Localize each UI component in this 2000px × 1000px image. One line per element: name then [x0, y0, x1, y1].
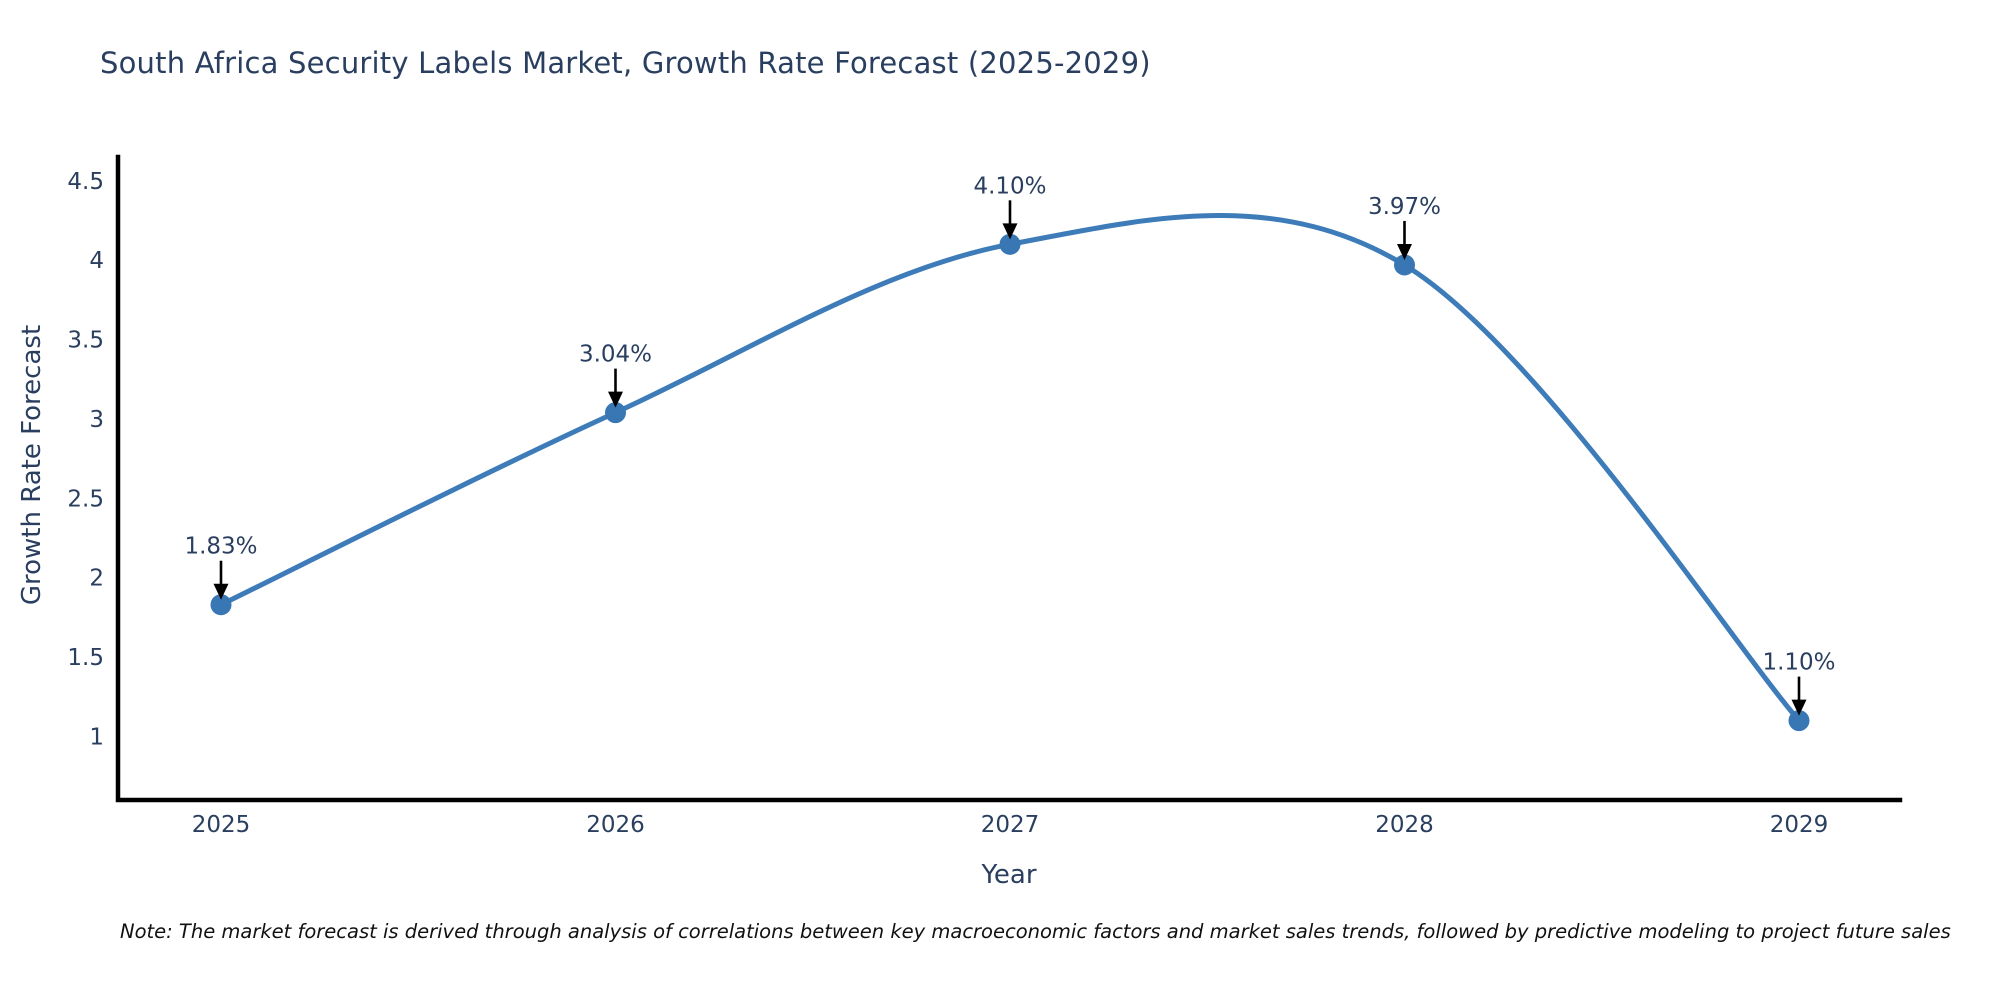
- y-tick-label: 2.5: [67, 486, 104, 512]
- annotation-arrowhead-icon: [1002, 223, 1018, 240]
- series-layer: [210, 212, 1810, 732]
- annotation-arrowhead-icon: [213, 583, 229, 600]
- footnote: Note: The market forecast is derived thr…: [120, 920, 1951, 943]
- x-tick-label: 2026: [586, 812, 645, 838]
- data-point-label: 3.04%: [579, 342, 652, 368]
- x-axis-title: Year: [981, 860, 1037, 890]
- chart-title: South Africa Security Labels Market, Gro…: [100, 46, 1151, 80]
- annotation-arrowhead-icon: [1397, 243, 1412, 260]
- data-point-marker: [1394, 254, 1415, 276]
- data-point-marker: [1788, 710, 1810, 732]
- x-tick-label: 2027: [981, 812, 1040, 838]
- y-tick-label: 1.5: [67, 645, 104, 671]
- axis-lines: [115, 154, 1903, 803]
- y-tick-label: 3.5: [67, 328, 104, 354]
- data-point-marker: [999, 233, 1021, 255]
- data-point-label: 1.83%: [184, 534, 257, 560]
- y-tick-label: 2: [89, 566, 104, 592]
- data-point-label: 4.10%: [973, 173, 1046, 199]
- y-tick-label: 3: [89, 407, 104, 433]
- x-tick-label: 2029: [1770, 812, 1829, 838]
- annotation-layer: 1.83% 3.04% 4.10% 3.97% 1.10%: [184, 173, 1836, 716]
- annotation-arrowhead-icon: [608, 391, 623, 408]
- x-tick-label: 2025: [192, 812, 251, 838]
- y-axis-title: Growth Rate Forecast: [17, 324, 47, 606]
- data-point-marker: [605, 402, 626, 424]
- y-tick-label: 4: [89, 248, 104, 274]
- x-tick-label: 2028: [1375, 812, 1434, 838]
- annotation-arrowhead-icon: [1791, 699, 1807, 716]
- axes-layer: 1 1.5 2 2.5 3 3.5 4 4.5 2025 2026 2027 2028 2029: [67, 154, 1903, 838]
- y-tick-label: 1: [89, 724, 104, 750]
- y-tick-label: 4.5: [67, 169, 104, 195]
- forecast-line: [218, 212, 1802, 724]
- data-point-marker: [210, 594, 232, 616]
- data-point-label: 3.97%: [1368, 194, 1441, 220]
- data-point-label: 1.10%: [1762, 650, 1835, 676]
